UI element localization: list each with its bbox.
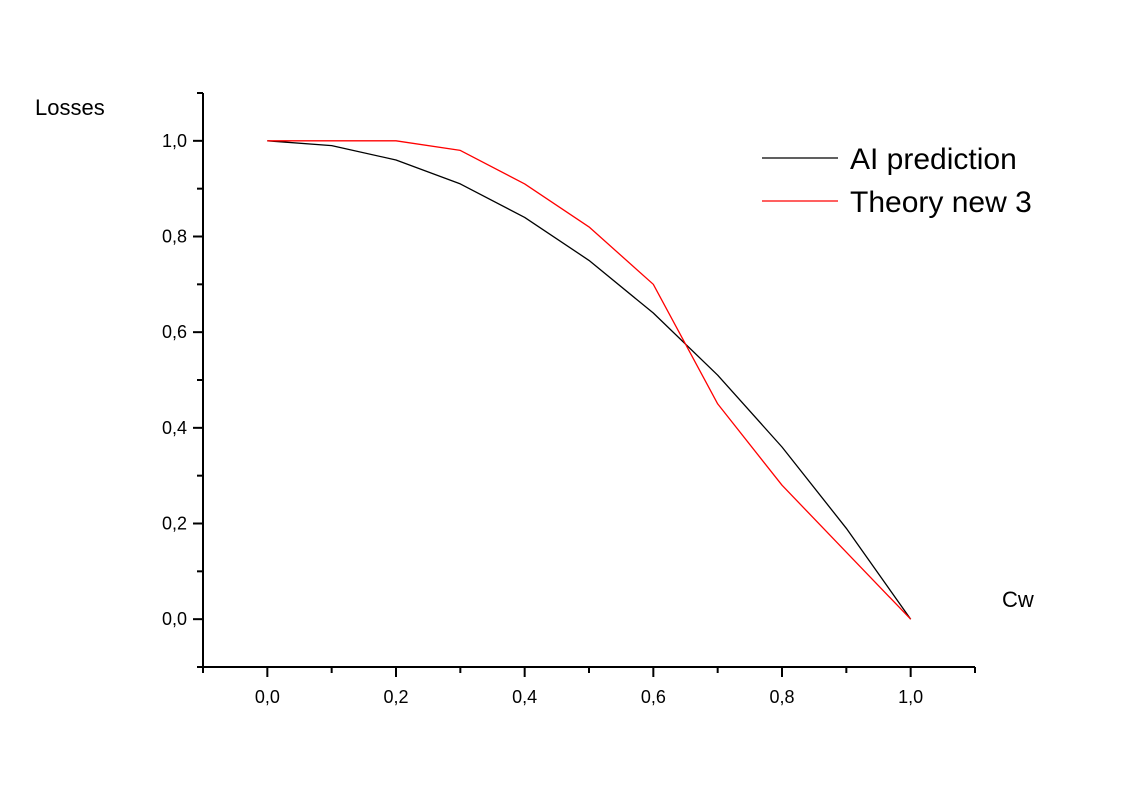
legend-label-2: Theory new 3 [850, 186, 1032, 219]
y-axis-ticks: 0,0 0,2 0,4 0,6 0,8 1,0 [162, 92, 203, 668]
y-tick-label: 0,0 [162, 609, 187, 629]
y-tick-label: 0,4 [162, 418, 187, 438]
x-tick-label: 0,0 [255, 687, 280, 707]
legend: AI prediction Theory new 3 [762, 143, 1032, 219]
y-tick-label: 0,2 [162, 514, 187, 534]
legend-label-1: AI prediction [850, 143, 1017, 176]
x-axis-ticks: 0,0 0,2 0,4 0,6 0,8 1,0 [202, 667, 976, 707]
y-tick-label: 1,0 [162, 131, 187, 151]
x-tick-label: 1,0 [898, 687, 923, 707]
x-tick-label: 0,2 [383, 687, 408, 707]
series-line-2 [267, 140, 912, 620]
x-tick-label: 0,4 [512, 687, 537, 707]
y-axis-title: Losses [35, 95, 105, 120]
x-tick-label: 0,8 [769, 687, 794, 707]
y-tick-label: 0,6 [162, 322, 187, 342]
series-line-1 [267, 140, 912, 620]
axes: 0,0 0,2 0,4 0,6 0,8 1,0 0,0 0,2 0,4 0,6 0,8 1,0 [162, 92, 976, 707]
series-group [267, 140, 912, 620]
x-axis-title: Cw [1002, 587, 1034, 612]
x-tick-label: 0,6 [641, 687, 666, 707]
y-tick-label: 0,8 [162, 227, 187, 247]
